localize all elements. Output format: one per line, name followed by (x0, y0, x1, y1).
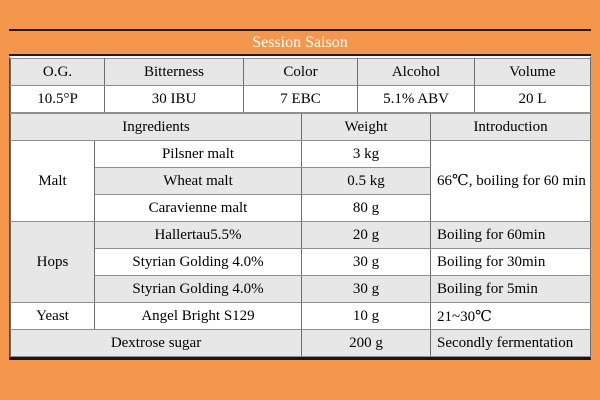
summary-value-color: 7 EBC (243, 85, 358, 113)
extra-row: Dextrose sugar 200 g Secondly fermentati… (9, 329, 592, 357)
hops-row-2: Styrian Golding 4.0% 30 g Boiling for 30… (11, 248, 592, 276)
ingredient-weight: 80 g (301, 194, 432, 222)
ingredient-name: Caravienne malt (93, 194, 303, 222)
summary-table: O.G. Bitterness Color Alcohol Volume 10.… (10, 58, 591, 113)
malt-row-2: Wheat malt 0.5 kg (11, 167, 591, 195)
summary-value-row: 10.5°P 30 IBU 7 EBC 5.1% ABV 20 L (10, 85, 591, 113)
ingredient-name: Dextrose sugar (9, 329, 303, 357)
summary-value-volume: 20 L (474, 85, 591, 113)
summary-value-bitterness: 30 IBU (104, 85, 244, 113)
hops-row-3: Styrian Golding 4.0% 30 g Boiling for 5m… (11, 275, 592, 303)
ingredients-table: Ingredients Weight Introduction Malt Pil… (9, 113, 592, 357)
ingredient-weight: 30 g (301, 275, 432, 303)
introduction-header: Introduction (430, 113, 592, 141)
ingredient-name: Angel Bright S129 (93, 302, 303, 330)
ingredient-weight: 30 g (301, 248, 432, 276)
ingredient-weight: 20 g (301, 221, 432, 249)
ingredient-weight: 10 g (301, 302, 432, 330)
ingredient-introduction: Boiling for 5min (430, 275, 592, 303)
ingredient-introduction: Boiling for 30min (430, 248, 592, 276)
summary-header-volume: Volume (474, 58, 591, 86)
yeast-row: Yeast Angel Bright S129 10 g 21~30℃ (10, 302, 592, 330)
ingredients-header: Ingredients (9, 113, 303, 141)
summary-header-og: O.G. (10, 58, 105, 86)
ingredient-introduction: Boiling for 60min (430, 221, 592, 249)
yeast-category-cell: Yeast (10, 302, 95, 330)
recipe-title: Session Saison (9, 29, 591, 56)
ingredient-name: Hallertau5.5% (93, 221, 303, 249)
malt-introduction-cell: 66℃, boiling for 60 min (430, 140, 592, 222)
ingredients-header-row: Ingredients Weight Introduction (9, 113, 592, 141)
summary-header-alcohol: Alcohol (357, 58, 475, 86)
hops-category-cell: Hops (10, 221, 95, 303)
ingredient-name: Pilsner malt (93, 140, 303, 168)
ingredient-weight: 3 kg (301, 140, 432, 168)
malt-category-cell: Malt (10, 140, 95, 222)
ingredient-introduction: 21~30℃ (430, 302, 592, 330)
malt-row-1: Malt Pilsner malt 3 kg 66℃, boiling for … (10, 140, 592, 222)
summary-value-og: 10.5°P (10, 85, 105, 113)
ingredient-name: Wheat malt (93, 167, 303, 195)
hops-row-1: Hops Hallertau5.5% 20 g Boiling for 60mi… (10, 221, 592, 303)
weight-header: Weight (301, 113, 432, 141)
ingredient-introduction: Secondly fermentation (430, 329, 592, 357)
ingredient-name: Styrian Golding 4.0% (93, 248, 303, 276)
summary-header-bitterness: Bitterness (104, 58, 244, 86)
summary-header-row: O.G. Bitterness Color Alcohol Volume (10, 58, 591, 86)
recipe-card: Session Saison O.G. Bitterness Color Alc… (9, 29, 592, 360)
ingredient-weight: 0.5 kg (301, 167, 432, 195)
ingredient-name: Styrian Golding 4.0% (93, 275, 303, 303)
ingredient-weight: 200 g (301, 329, 432, 357)
summary-header-color: Color (243, 58, 358, 86)
recipe-table-frame: O.G. Bitterness Color Alcohol Volume 10.… (9, 56, 592, 360)
summary-value-alcohol: 5.1% ABV (357, 85, 475, 113)
